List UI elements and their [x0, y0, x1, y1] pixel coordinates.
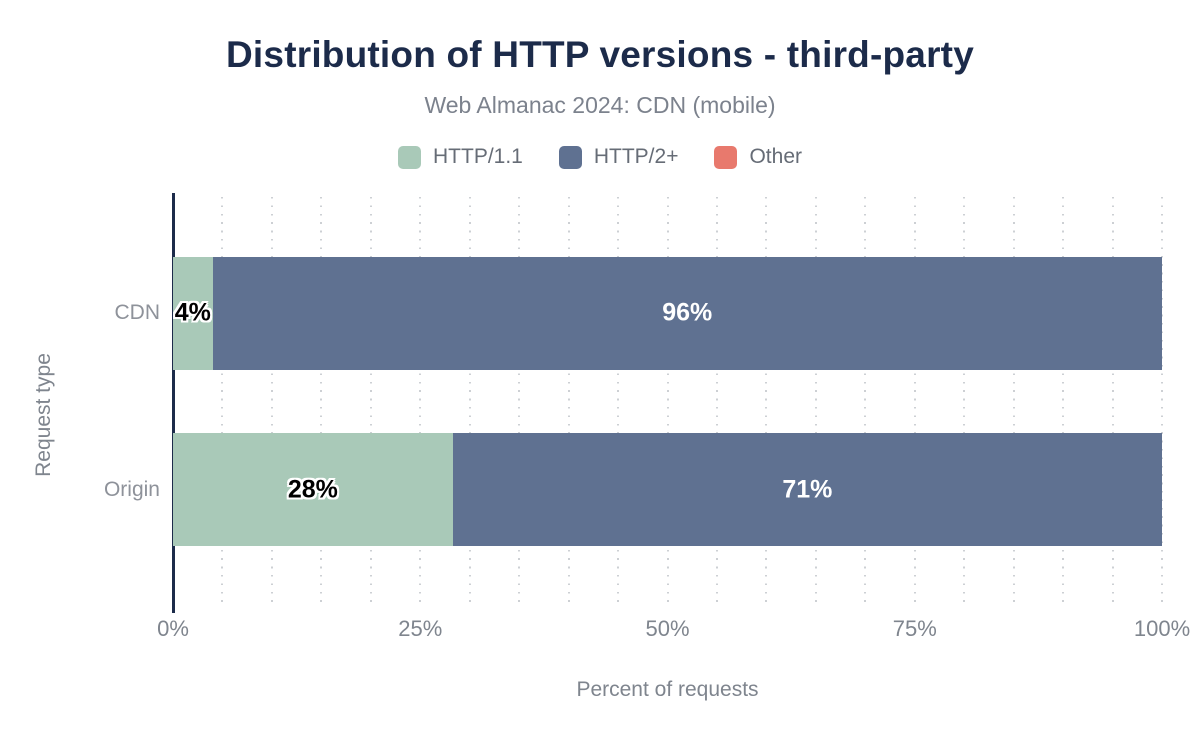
gridline-20pct	[369, 197, 372, 603]
x-tick-50: 50%	[645, 616, 690, 641]
bar-value-label-origin-http-1-1: 28%	[287, 475, 338, 504]
bar-value-label-cdn-http-1-1: 4%	[174, 298, 211, 327]
legend-item-http-2[interactable]: HTTP/2+	[558, 145, 679, 169]
legend-swatch-other	[714, 145, 738, 169]
gridline-60pct	[765, 197, 768, 603]
gridline-100pct	[1161, 197, 1163, 603]
gridline-30pct	[468, 197, 471, 603]
gridline-15pct	[320, 197, 323, 603]
legend-swatch-http-1-1	[398, 145, 421, 169]
gridline-10pct	[270, 197, 273, 603]
legend-item-other[interactable]: Other	[714, 145, 802, 169]
gridline-50pct	[666, 197, 669, 603]
gridline-65pct	[814, 197, 817, 603]
gridline-55pct	[715, 197, 718, 603]
gridline-80pct	[963, 197, 966, 603]
legend-label: HTTP/1.1	[433, 145, 523, 168]
chart-title: Distribution of HTTP versions - third-pa…	[226, 34, 974, 75]
chart-subtitle: Web Almanac 2024: CDN (mobile)	[424, 92, 776, 118]
bar-value-label-cdn-http-2: 96%	[662, 298, 713, 327]
bar-segment-cdn-http-2[interactable]	[212, 256, 1162, 370]
gridline-95pct	[1111, 197, 1114, 603]
x-tick-75: 75%	[892, 616, 937, 641]
gridline-90pct	[1062, 197, 1065, 603]
x-axis-title: Percent of requests	[576, 678, 759, 701]
y-axis-line	[172, 193, 175, 613]
bar-segment-cdn-http-1-1[interactable]	[173, 256, 213, 370]
bar-row-origin: 28% 71%	[173, 433, 1162, 547]
gridline-35pct	[518, 197, 521, 603]
gridline-45pct	[617, 197, 620, 603]
gridline-75pct	[913, 197, 916, 603]
legend-label: HTTP/2+	[593, 145, 679, 168]
gridline-25pct	[419, 197, 422, 603]
category-label-cdn: CDN	[114, 301, 161, 325]
gridline-70pct	[864, 197, 867, 603]
legend-item-http-1-1[interactable]: HTTP/1.1	[398, 145, 523, 169]
x-tick-0: 0%	[157, 616, 189, 641]
legend: HTTP/1.1 HTTP/2+ Other	[0, 140, 1200, 174]
legend-label: Other	[749, 145, 802, 168]
bar-value-label-origin-http-2: 71%	[782, 475, 833, 504]
bar-row-cdn: 4% 96%	[173, 256, 1162, 370]
bar-segment-origin-http-1-1[interactable]	[173, 433, 453, 547]
gridline-85pct	[1012, 197, 1015, 603]
plot-area: 4% 96% 28% 71%	[172, 193, 1163, 613]
legend-swatch-http-2	[558, 145, 582, 169]
x-axis-ticks: 0% 25% 50% 75% 100%	[157, 616, 1190, 644]
x-tick-25: 25%	[398, 616, 443, 641]
category-labels: CDN Origin	[0, 193, 166, 610]
bar-segment-origin-http-2[interactable]	[452, 433, 1162, 547]
gridline-5pct	[221, 197, 224, 603]
x-tick-100: 100%	[1133, 616, 1191, 641]
gridline-40pct	[567, 197, 570, 603]
category-label-origin: Origin	[103, 477, 160, 501]
